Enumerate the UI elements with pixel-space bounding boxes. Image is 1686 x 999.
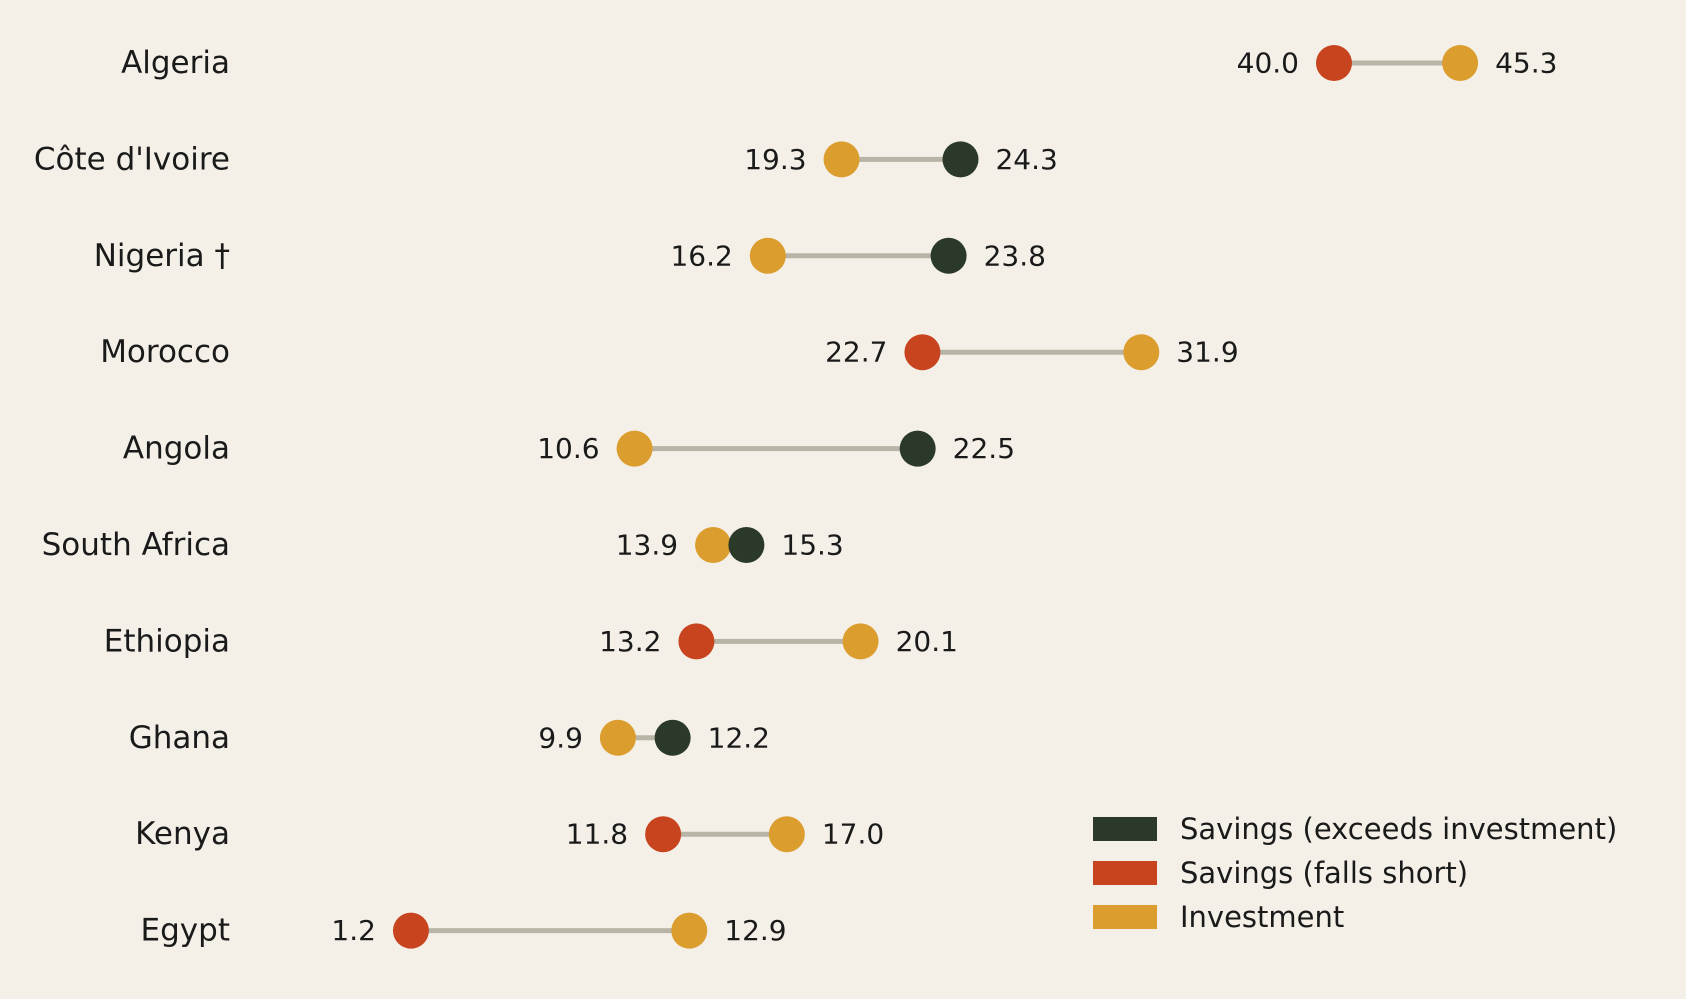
- legend-label: Investment: [1180, 900, 1344, 934]
- savings-dot: [654, 719, 691, 756]
- legend-label: Savings (exceeds investment): [1180, 812, 1617, 846]
- savings-dot: [930, 237, 967, 274]
- investment-dot: [1123, 334, 1160, 371]
- chart-row: Morocco 22.7 31.9: [100, 334, 1239, 371]
- savings-value-label: 40.0: [1237, 47, 1299, 80]
- investment-value-label: 12.9: [724, 914, 786, 947]
- country-label: Ethiopia: [104, 623, 230, 659]
- chart-row: Kenya 11.8 17.0: [135, 816, 884, 853]
- investment-value-label: 16.2: [670, 239, 732, 272]
- investment-dot: [695, 527, 732, 563]
- savings-value-label: 22.5: [953, 432, 1015, 465]
- savings-value-label: 15.3: [781, 529, 843, 562]
- savings-value-label: 22.7: [825, 336, 887, 369]
- chart-row: Nigeria † 16.2 23.8: [94, 237, 1046, 274]
- legend-swatch: [1093, 861, 1157, 885]
- country-label: Angola: [123, 431, 230, 467]
- savings-dot: [942, 141, 979, 178]
- savings-dot: [392, 912, 429, 949]
- country-label: Nigeria †: [94, 238, 230, 274]
- country-label: Kenya: [135, 816, 230, 852]
- investment-value-label: 10.6: [537, 432, 599, 465]
- chart-rows: Algeria 40.0 45.3 Côte d'Ivoire 19.3 24.3 Nige…: [34, 45, 1557, 949]
- savings-dot: [728, 527, 765, 563]
- investment-dot: [768, 816, 805, 853]
- legend-item: Investment: [1093, 900, 1344, 934]
- country-label: Côte d'Ivoire: [34, 141, 230, 177]
- savings-value-label: 24.3: [995, 143, 1057, 176]
- chart-row: Egypt 1.2 12.9: [141, 912, 787, 949]
- savings-value-label: 11.8: [566, 818, 628, 851]
- chart-row: Angola 10.6 22.5: [123, 430, 1015, 467]
- legend-item: Savings (exceeds investment): [1093, 812, 1617, 846]
- savings-dot: [678, 623, 715, 660]
- chart-row: South Africa 13.9 15.3: [42, 527, 844, 563]
- savings-dot: [1316, 45, 1352, 81]
- country-label: Algeria: [121, 45, 230, 81]
- savings-value-label: 1.2: [331, 914, 376, 947]
- legend-label: Savings (falls short): [1180, 856, 1468, 890]
- investment-value-label: 19.3: [744, 143, 806, 176]
- investment-value-label: 45.3: [1495, 47, 1557, 80]
- country-label: Ghana: [129, 720, 230, 756]
- investment-dot: [599, 719, 636, 756]
- investment-dot: [671, 912, 708, 949]
- country-label: Egypt: [141, 913, 230, 949]
- savings-dot: [904, 334, 941, 371]
- investment-dot: [823, 141, 860, 178]
- savings-value-label: 23.8: [984, 239, 1046, 272]
- savings-dot: [899, 430, 936, 467]
- chart-row: Ghana 9.9 12.2: [129, 719, 770, 756]
- legend-swatch: [1093, 905, 1157, 929]
- investment-dot: [842, 623, 879, 660]
- investment-value-label: 9.9: [538, 721, 583, 754]
- investment-value-label: 13.9: [616, 529, 678, 562]
- savings-dot: [645, 816, 682, 853]
- investment-value-label: 17.0: [822, 818, 884, 851]
- savings-value-label: 12.2: [708, 721, 770, 754]
- country-label: Morocco: [100, 334, 230, 370]
- investment-value-label: 31.9: [1176, 336, 1238, 369]
- legend-item: Savings (falls short): [1093, 856, 1468, 890]
- investment-dot: [1442, 45, 1479, 81]
- investment-dot: [616, 430, 653, 467]
- country-label: South Africa: [42, 527, 230, 563]
- chart-row: Algeria 40.0 45.3: [121, 45, 1557, 81]
- chart-row: Côte d'Ivoire 19.3 24.3: [34, 141, 1058, 178]
- legend: Savings (exceeds investment) Savings (fal…: [1093, 812, 1617, 934]
- investment-dot: [749, 237, 786, 274]
- chart-row: Ethiopia 13.2 20.1: [104, 623, 958, 660]
- investment-value-label: 20.1: [896, 625, 958, 658]
- savings-value-label: 13.2: [599, 625, 661, 658]
- legend-swatch: [1093, 817, 1157, 841]
